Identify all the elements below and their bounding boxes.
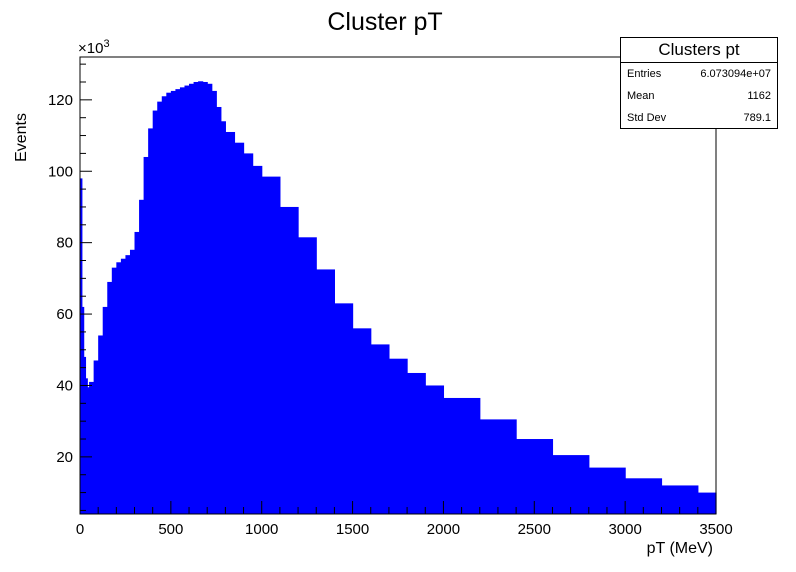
x-tick-label: 3000 [608, 521, 641, 538]
histogram-bar [407, 372, 426, 514]
histogram-bar [479, 419, 517, 514]
stats-mean-value: 1162 [747, 90, 771, 102]
histogram-bar [352, 328, 372, 514]
histogram-bar [83, 356, 87, 514]
histogram-bar [111, 267, 117, 514]
histogram-bar [98, 335, 104, 514]
histogram-bar [261, 176, 281, 515]
stats-stddev-value: 789.1 [743, 112, 771, 124]
histogram-bar [388, 358, 408, 514]
histogram-bar [588, 467, 626, 514]
histogram-bar [148, 128, 154, 514]
histogram-bar [225, 131, 236, 515]
histogram-bar [216, 106, 222, 514]
histogram-bar [157, 101, 163, 514]
histogram-bar [80, 178, 83, 514]
stats-legend-box: Clusters pt Entries 6.073094e+07 Mean 11… [620, 37, 778, 129]
plot-frame [79, 56, 717, 515]
histogram-bar [443, 397, 481, 514]
histogram-bar [129, 249, 136, 515]
y-axis-label: Events [13, 113, 30, 162]
y-axis-multiplier: ×103 [78, 38, 110, 57]
stats-row-mean: Mean 1162 [621, 85, 777, 107]
histogram-bar [425, 385, 445, 514]
histogram-bar [697, 492, 717, 514]
y-tick-label: 120 [48, 92, 73, 109]
histogram-bar [102, 306, 108, 514]
stats-entries-value: 6.073094e+07 [700, 68, 771, 80]
histogram-bar [198, 81, 204, 514]
histogram-bar [120, 258, 127, 514]
histogram-bar [234, 142, 245, 514]
y-tick-label: 20 [56, 449, 73, 466]
stats-row-stddev: Std Dev 789.1 [621, 107, 777, 129]
histogram-bar [143, 156, 149, 514]
y-tick-label: 60 [56, 306, 73, 323]
histogram-bar [93, 360, 99, 514]
histogram-bar [243, 153, 254, 514]
y-tick-label: 40 [56, 377, 73, 394]
stats-row-entries: Entries 6.073094e+07 [621, 63, 777, 85]
histogram-bar [107, 281, 113, 514]
histogram-bar [279, 206, 299, 514]
histogram-bar [134, 231, 140, 514]
histogram-bar [89, 381, 95, 514]
histogram-bars [80, 81, 717, 515]
y-tick-label: 80 [56, 235, 73, 252]
histogram-bar [170, 90, 176, 515]
histogram-bar [81, 306, 85, 514]
chart-title: Cluster pT [327, 8, 442, 36]
histogram-bar [298, 237, 317, 515]
y-axis-ticks: 20 40 60 80 100 120 [48, 63, 92, 511]
stats-stddev-label: Std Dev [627, 112, 667, 124]
histogram-bar [252, 165, 263, 514]
x-tick-label: 1000 [245, 521, 278, 538]
stats-title: Clusters pt [621, 38, 777, 63]
histogram-bar [552, 455, 590, 514]
histogram-bar [207, 83, 213, 514]
histogram-bar [202, 81, 208, 515]
x-tick-label: 3500 [699, 521, 732, 538]
histogram-bar [334, 303, 354, 514]
histogram-bar [316, 269, 335, 514]
x-axis-ticks: 0 500 1000 1500 2000 2500 3000 3500 [76, 501, 733, 538]
stats-mean-label: Mean [627, 90, 655, 102]
histogram-bar [184, 85, 190, 514]
histogram-bar [87, 387, 90, 514]
histogram-bar [85, 378, 88, 514]
stats-entries-label: Entries [627, 68, 662, 80]
histogram-bar [139, 199, 145, 514]
histogram-bar [370, 344, 390, 514]
histogram-bar [179, 87, 186, 514]
histogram-bar [189, 83, 195, 514]
x-tick-label: 2500 [518, 521, 551, 538]
histogram-bar [161, 96, 167, 515]
histogram-bar [116, 262, 122, 514]
histogram-bar [125, 255, 131, 514]
x-tick-label: 1500 [336, 521, 369, 538]
y-tick-label: 100 [48, 163, 73, 180]
histogram-bar [152, 110, 158, 515]
x-axis-label: pT (MeV) [647, 540, 713, 557]
x-tick-label: 2000 [427, 521, 460, 538]
x-tick-label: 500 [158, 521, 183, 538]
histogram-bar [166, 92, 172, 514]
histogram-bar [193, 81, 199, 515]
x-tick-label: 0 [76, 521, 84, 538]
histogram-bar [211, 90, 217, 515]
histogram-bar [175, 89, 181, 514]
histogram-bar [220, 121, 226, 515]
